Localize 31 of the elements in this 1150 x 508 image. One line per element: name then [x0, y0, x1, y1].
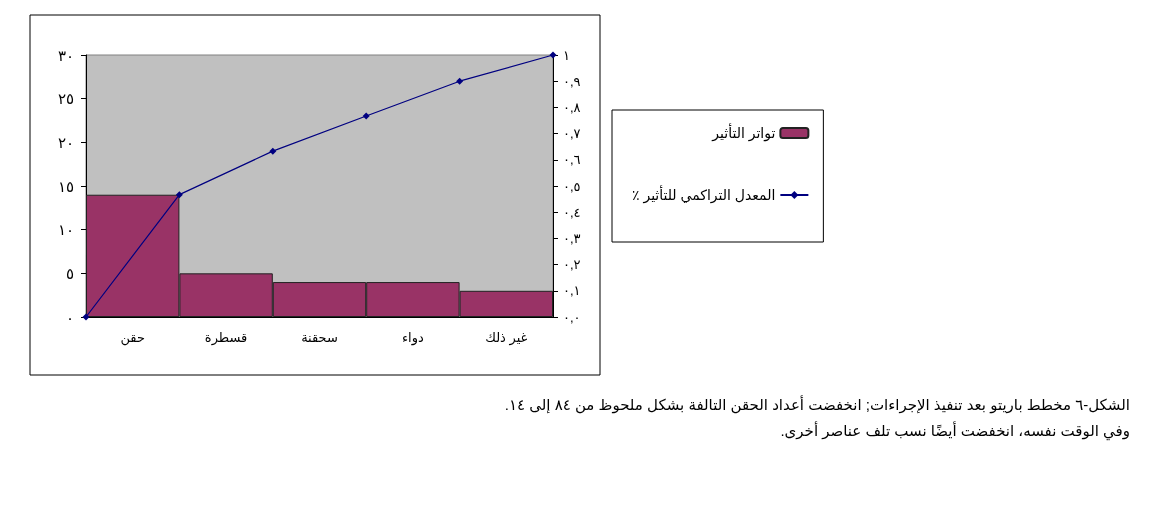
point [456, 77, 464, 85]
x-tick-label: سحقنة [301, 330, 338, 345]
y2-tick-label: ٠,٨ [563, 99, 581, 115]
point [269, 147, 277, 155]
y-tick-label: ١٥ [57, 177, 74, 195]
y2-tick-label: ٠,٩ [563, 73, 581, 89]
y-tick-label: ٢٥ [57, 90, 74, 108]
x-tick-label: دواء [402, 330, 424, 346]
y2-tick-label: ٠,٧ [563, 126, 581, 142]
x-tick-label: قسطرة [204, 330, 248, 346]
y-tick-label: ٢٠ [57, 133, 74, 151]
y2-tick-label: ١ [563, 47, 570, 63]
y2-tick-label: ٠,٠ [563, 309, 581, 325]
point [362, 112, 370, 120]
legend-label: تواتر التأثير [711, 123, 776, 142]
x-tick-label: غير ذلك [485, 330, 528, 346]
point [175, 191, 183, 199]
x-tick-label: حقن [120, 330, 145, 346]
y-tick-label: ٠ [65, 308, 74, 326]
y2-tick-label: ٠,٢ [563, 257, 581, 273]
text: الشكل-٦ مخطط باريتو بعد تنفيذ الإجراءات; انخفضت أعداد الحقن التالفة بشكل ملحوظ من ٨٤ إلى ١٤. [503, 394, 1130, 416]
legend-label: ٪ المعدل التراكمي للتأثير [631, 185, 776, 204]
y2-tick-label: ٠,٥ [563, 178, 581, 194]
y2-tick-label: ٠,٦ [563, 152, 581, 168]
y2-tick-label: ٠,٣ [563, 230, 581, 246]
text: وفي الوقت نفسه، انخفضت أيضًا نسب تلف عناصر أخرى. [779, 420, 1130, 443]
y-tick-label: ١٠ [57, 221, 74, 239]
y2-tick-label: ٠,٤ [563, 204, 581, 220]
y-tick-label: ٥ [65, 264, 74, 282]
y-tick-label: ٣٠ [57, 46, 74, 64]
y2-tick-label: ٠,١ [563, 283, 581, 299]
